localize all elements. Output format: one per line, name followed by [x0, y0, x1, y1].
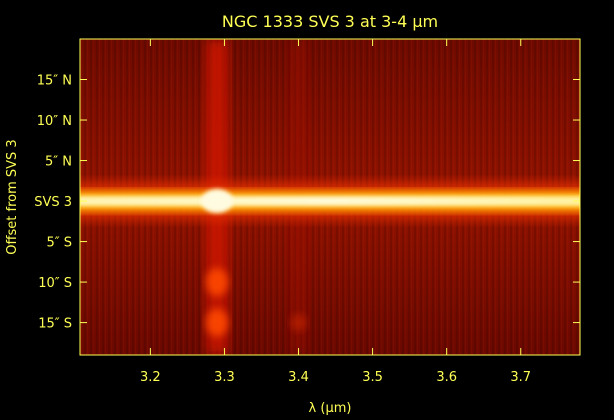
y-tick-label: SVS 3 — [34, 195, 72, 210]
x-axis-label: λ (μm) — [309, 401, 352, 416]
y-tick-label: 15″ N — [37, 74, 72, 89]
chart-title: NGC 1333 SVS 3 at 3-4 μm — [222, 12, 438, 31]
x-tick-label: 3.3 — [214, 370, 235, 385]
y-axis-label: Offset from SVS 3 — [5, 139, 20, 254]
y-tick-label: 10″ S — [38, 276, 72, 291]
y-tick-label: 10″ N — [37, 114, 72, 129]
x-tick-label: 3.2 — [140, 370, 161, 385]
y-tick-label: 5″ N — [45, 155, 72, 170]
x-tick-label: 3.7 — [510, 370, 531, 385]
x-tick-label: 3.6 — [436, 370, 457, 385]
plot-frame — [79, 38, 581, 356]
emission-knot — [290, 313, 307, 332]
continuum-core — [80, 196, 580, 207]
continuum-peak — [201, 189, 234, 214]
y-ticks: 15″ N 10″ N 5″ N SVS 3 5″ S 10″ S 15″ S — [34, 74, 580, 332]
y-tick-label: 5″ S — [46, 236, 72, 251]
x-tick-label: 3.4 — [288, 370, 309, 385]
emission-knot — [206, 308, 229, 337]
x-ticks: 3.2 3.3 3.4 3.5 3.6 3.7 — [140, 39, 531, 385]
emission-knot — [206, 268, 229, 297]
y-tick-label: 15″ S — [38, 317, 72, 332]
x-tick-label: 3.5 — [362, 370, 383, 385]
heatmap-image — [80, 39, 580, 355]
